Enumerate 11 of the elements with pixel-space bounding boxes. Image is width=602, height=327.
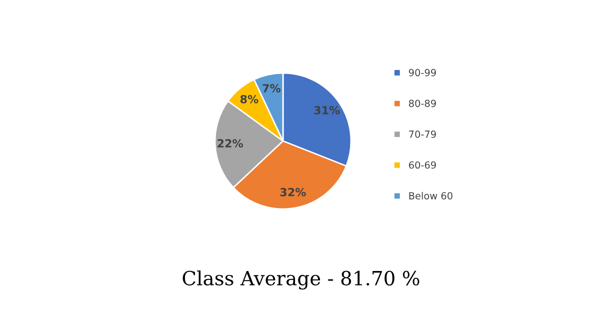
data-label: 31% (314, 106, 340, 114)
legend-label: 70-79 (409, 130, 436, 138)
legend-label: 90-99 (408, 68, 436, 76)
data-label: 32% (280, 188, 306, 196)
data-label: 22% (218, 139, 244, 148)
data-label: 7% (262, 84, 281, 92)
text: Class Average - 81.70 % (182, 270, 420, 290)
legend-label: Below 60 (409, 192, 452, 200)
legend-label: 80-89 (408, 100, 436, 108)
legend-label: 60-69 (409, 161, 436, 169)
data-label: 8% (240, 94, 258, 104)
